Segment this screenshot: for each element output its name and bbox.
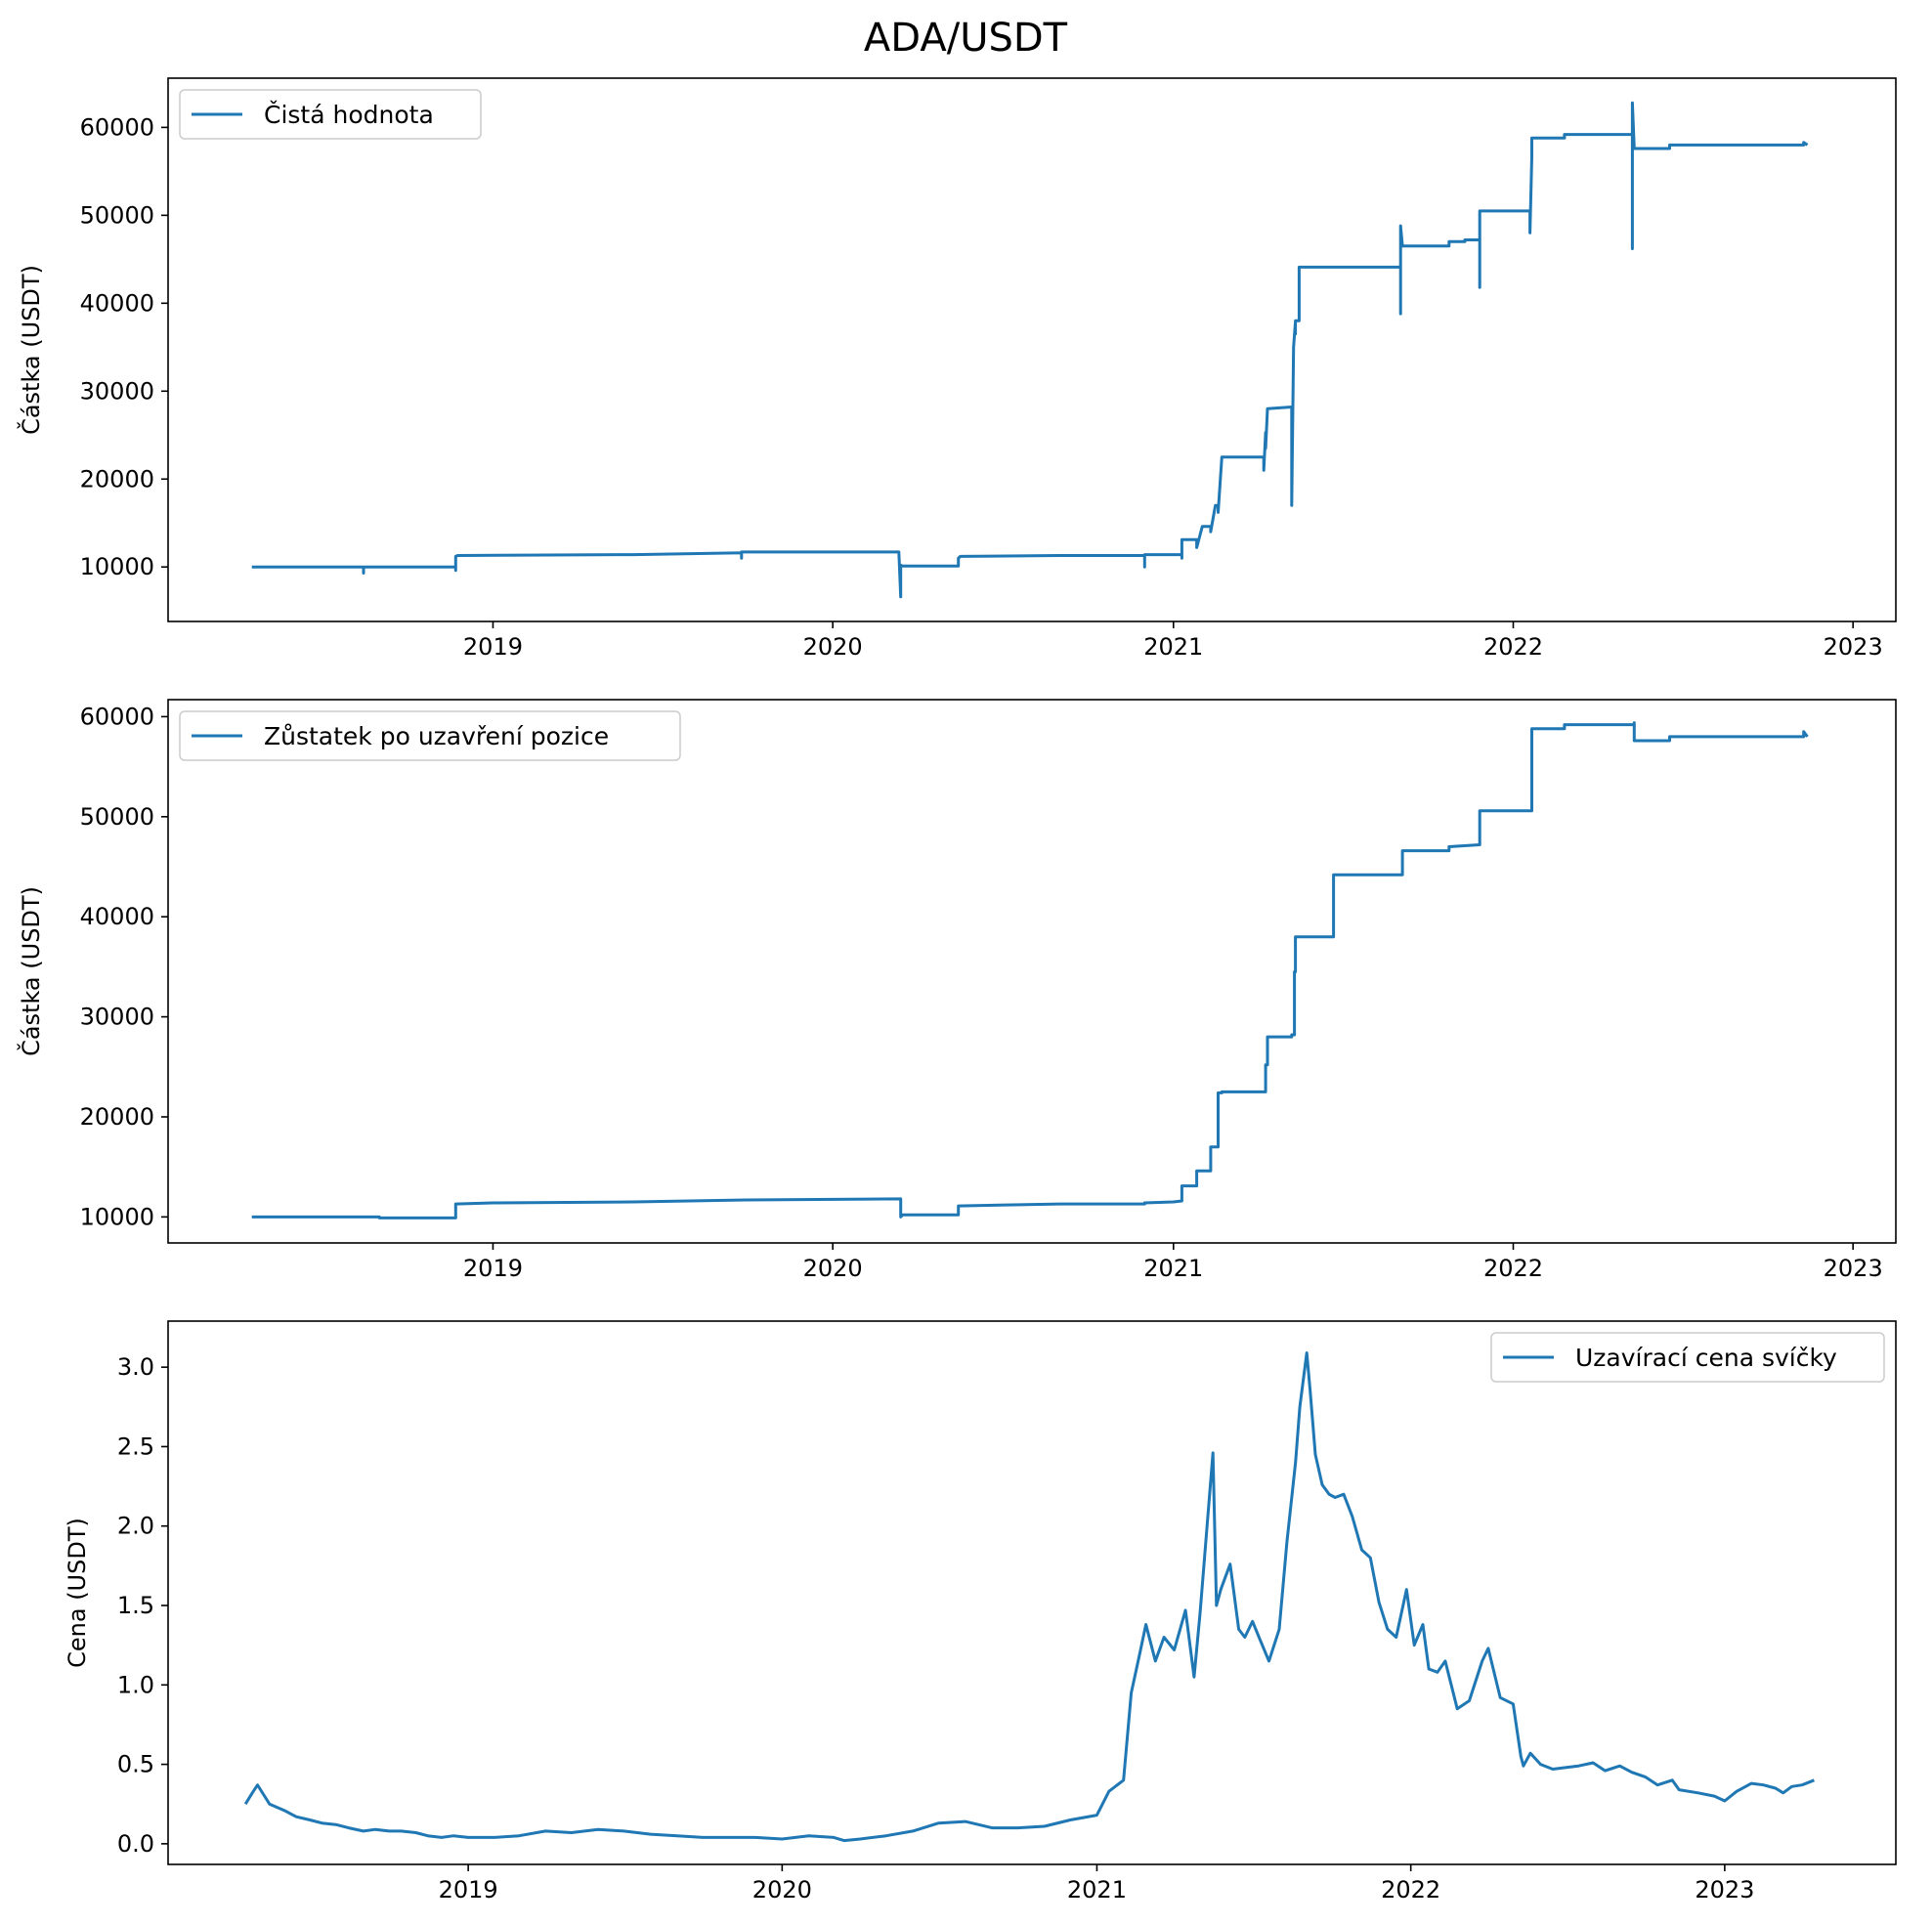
legend-label: Zůstatek po uzavření pozice [264,722,609,750]
y-tick-label: 0.0 [117,1830,154,1858]
y-tick-label: 1.5 [117,1592,154,1619]
y-tick-label: 20000 [80,465,154,492]
legend: Zůstatek po uzavření pozice [179,710,681,761]
y-tick-label: 60000 [80,113,154,141]
y-axis-label: Částka (USDT) [16,265,45,435]
y-tick-label: 30000 [80,1004,154,1031]
legend-label: Uzavírací cena svíčky [1575,1344,1837,1372]
legend-label: Čistá hodnota [264,100,434,129]
x-tick-label: 2021 [1143,1255,1203,1282]
x-tick-label: 2019 [463,1255,523,1282]
axes-frame [167,1320,1897,1865]
chart-panel-2: 2019 2020 2021 2022 2023 10000 20000 30000 40000… [16,699,1897,1282]
series-line-1 [251,721,1809,1219]
y-tick-label: 10000 [80,553,154,580]
x-tick-label: 2022 [1483,633,1543,661]
axes-frame [167,699,1897,1244]
y-tick-label: 60000 [80,703,154,730]
x-tick-label: 2023 [1824,1255,1883,1282]
legend-box [179,89,482,140]
x-tick-label: 2021 [1067,1876,1127,1904]
legend-box [179,710,681,761]
legend: Uzavírací cena svíčky [1490,1332,1885,1383]
y-tick-label: 2.5 [117,1433,154,1460]
x-tick-label: 2020 [803,1255,863,1282]
chart-panel-3: 2019 2020 2021 2022 2023 0.0 0.5 1.0 1.5 2.0 2.5 3.… [64,1320,1897,1904]
series-line-1 [251,101,1809,599]
y-tick-label: 10000 [80,1203,154,1230]
figure-title: ADA/USDT [864,16,1068,61]
x-tick-label: 2020 [752,1876,812,1904]
y-tick-label: 30000 [80,377,154,405]
y-axis-label: Částka (USDT) [16,886,45,1056]
x-tick-label: 2021 [1143,633,1203,661]
x-tick-label: 2019 [463,633,523,661]
axes-frame [167,77,1897,622]
y-tick-label: 2.0 [117,1513,154,1540]
x-tick-label: 2023 [1824,633,1883,661]
y-tick-label: 3.0 [117,1353,154,1381]
y-tick-label: 1.0 [117,1671,154,1698]
series-line-1 [243,1351,1815,1843]
x-tick-label: 2022 [1381,1876,1440,1904]
y-tick-label: 50000 [80,803,154,831]
y-tick-label: 20000 [80,1103,154,1131]
y-tick-label: 50000 [80,201,154,229]
legend-box [1490,1332,1885,1383]
x-tick-label: 2022 [1483,1255,1543,1282]
y-tick-label: 40000 [80,903,154,930]
legend: Čistá hodnota [179,89,482,140]
y-axis-label: Cena (USDT) [64,1518,91,1668]
x-tick-label: 2020 [803,633,863,661]
x-tick-label: 2023 [1695,1876,1754,1904]
y-tick-label: 0.5 [117,1751,154,1778]
x-tick-label: 2019 [439,1876,498,1904]
chart-panel-1: 2019 2020 2021 2022 2023 10000 20000 30000 40000… [16,77,1897,661]
y-tick-label: 40000 [80,289,154,317]
